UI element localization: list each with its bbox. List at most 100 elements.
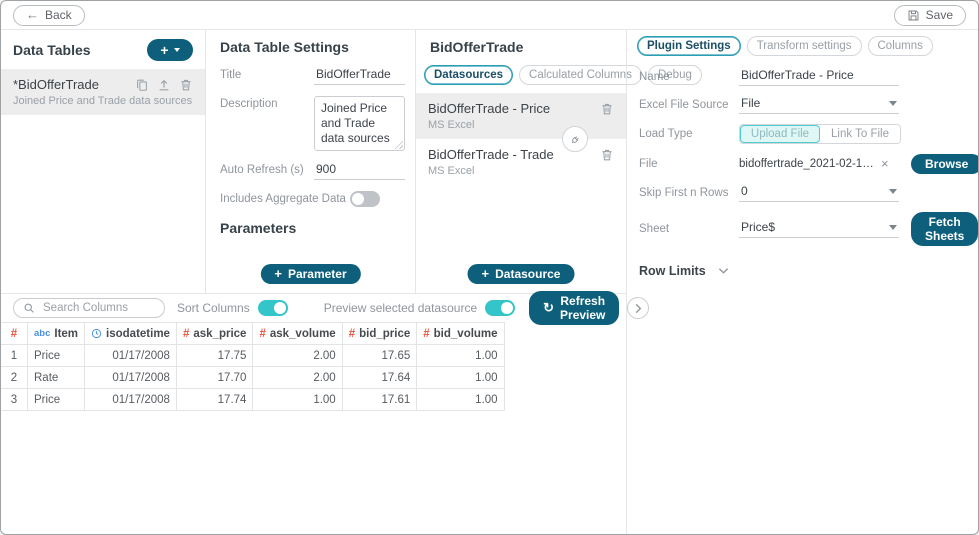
cell-isodatetime: 01/17/2008 — [84, 366, 177, 389]
data-tables-title: Data Tables — [13, 42, 91, 58]
add-parameter-button[interactable]: + Parameter — [260, 264, 361, 284]
column-header-isodatetime[interactable]: isodatetime — [84, 322, 177, 345]
add-datasource-button[interactable]: + Datasource — [467, 264, 575, 284]
sort-columns-label: Sort Columns — [177, 301, 250, 315]
datasource-name: BidOfferTrade - Price — [428, 101, 551, 116]
link-to-file-option[interactable]: Link To File — [820, 125, 900, 143]
sheet-select[interactable]: Price$ — [739, 220, 899, 238]
name-input[interactable]: BidOfferTrade - Price — [739, 68, 899, 86]
table-row: 2 Rate 01/17/2008 17.70 2.00 17.64 1.00 — [1, 366, 505, 389]
add-datasource-label: Datasource — [495, 267, 561, 281]
description-value: Joined Price and Trade data sources — [321, 101, 390, 145]
column-header-ask-price[interactable]: # ask_price — [175, 322, 254, 345]
table-row: 3 Price 01/17/2008 17.74 1.00 17.61 1.00 — [1, 388, 505, 411]
tab-calculated-columns[interactable]: Calculated Columns — [519, 65, 642, 85]
sort-columns-toggle[interactable] — [257, 300, 288, 316]
copy-icon[interactable] — [135, 78, 149, 92]
cell-bid-price: 17.61 — [341, 388, 418, 411]
add-parameter-label: Parameter — [287, 267, 347, 281]
plus-icon: + — [274, 266, 282, 281]
tab-debug[interactable]: Debug — [647, 65, 702, 85]
datasources-panel-title: BidOfferTrade — [430, 39, 524, 55]
plugin-tabs: Plugin Settings Transform settings Colum… — [637, 36, 972, 56]
text-type-icon: abc — [34, 328, 51, 339]
column-header-bid-price[interactable]: # bid_price — [341, 322, 418, 345]
caret-down-icon — [173, 48, 180, 52]
preview-table: # abc Item isodatetime — [1, 322, 505, 411]
column-header-ask-volume[interactable]: # ask_volume — [252, 322, 343, 345]
excel-file-source-select[interactable]: File — [739, 96, 899, 114]
panels-row: Data Tables + *BidOfferTrade — [1, 30, 702, 293]
cell-bid-volume: 1.00 — [416, 344, 505, 367]
datasources-panel: BidOfferTrade Datasources Calculated Col… — [416, 30, 702, 293]
datasource-item-trade[interactable]: BidOfferTrade - Trade MS Excel — [416, 139, 626, 185]
numeric-type-icon: # — [348, 327, 356, 340]
refresh-preview-button[interactable]: ↻ Refresh Preview — [529, 291, 620, 325]
cell-bid-price: 17.64 — [341, 366, 418, 389]
description-textarea[interactable]: Joined Price and Trade data sources — [314, 96, 405, 151]
preview-toolbar: Sort Columns Preview selected datasource… — [1, 291, 650, 325]
skip-rows-select[interactable]: 0 — [739, 184, 899, 202]
auto-refresh-input[interactable]: 900 — [314, 162, 405, 180]
name-field-label: Name — [639, 71, 670, 83]
caret-down-icon — [889, 224, 897, 230]
delete-icon[interactable] — [600, 102, 614, 116]
cell-bid-price: 17.65 — [341, 344, 418, 367]
back-button[interactable]: ← Back — [13, 4, 85, 26]
resize-handle[interactable] — [394, 140, 403, 149]
tab-datasources[interactable]: Datasources — [424, 65, 514, 85]
publish-icon[interactable] — [157, 78, 171, 92]
plugin-settings-panel: Plugin Settings Transform settings Colum… — [626, 30, 978, 534]
row-limits-section[interactable]: Row Limits — [639, 264, 972, 278]
expand-preview-button[interactable] — [627, 297, 650, 319]
cell-ask-price: 17.74 — [175, 388, 254, 411]
fetch-sheets-label: Fetch Sheets — [925, 215, 965, 243]
plus-icon: + — [160, 42, 169, 58]
excel-file-source-label: Excel File Source — [639, 99, 729, 111]
tab-transform-settings[interactable]: Transform settings — [746, 36, 862, 56]
fetch-sheets-button[interactable]: Fetch Sheets — [911, 212, 978, 246]
column-header-rownum[interactable]: # — [1, 322, 28, 345]
data-table-name: *BidOfferTrade — [13, 77, 99, 92]
skip-rows-label: Skip First n Rows — [639, 187, 729, 199]
preview-datasource-label: Preview selected datasource — [323, 301, 478, 315]
cell-item: Price — [26, 344, 86, 367]
cell-rownum: 1 — [1, 344, 28, 367]
join-plug-icon[interactable] — [562, 126, 588, 152]
data-tables-panel: Data Tables + *BidOfferTrade — [1, 30, 206, 293]
browse-button[interactable]: Browse — [911, 154, 978, 174]
clear-file-icon[interactable]: × — [881, 156, 889, 171]
tab-plugin-settings[interactable]: Plugin Settings — [637, 36, 741, 56]
save-button[interactable]: Save — [893, 4, 966, 26]
load-type-segmented: Upload File Link To File — [739, 124, 901, 144]
sheet-value: Price$ — [741, 220, 776, 234]
column-header-bid-volume[interactable]: # bid_volume — [416, 322, 505, 345]
delete-icon[interactable] — [600, 148, 614, 162]
excel-file-source-value: File — [741, 96, 761, 110]
cell-ask-volume: 2.00 — [252, 366, 343, 389]
settings-title: Data Table Settings — [220, 39, 349, 55]
cell-rownum: 3 — [1, 388, 28, 411]
aggregate-toggle[interactable] — [350, 191, 380, 207]
table-row: 1 Price 01/17/2008 17.75 2.00 17.65 1.00 — [1, 344, 505, 367]
auto-refresh-label: Auto Refresh (s) — [220, 164, 304, 176]
column-header-item[interactable]: abc Item — [26, 322, 86, 345]
delete-icon[interactable] — [179, 78, 193, 92]
cell-ask-price: 17.70 — [175, 366, 254, 389]
add-data-table-button[interactable]: + — [147, 39, 193, 61]
data-table-settings-panel: Data Table Settings Title BidOfferTrade … — [206, 30, 416, 293]
refresh-preview-label: Refresh Preview — [560, 294, 606, 322]
upload-file-option[interactable]: Upload File — [740, 125, 820, 143]
cell-isodatetime: 01/17/2008 — [84, 344, 177, 367]
title-input[interactable]: BidOfferTrade — [314, 67, 405, 85]
data-table-list-item[interactable]: *BidOfferTrade — [1, 69, 205, 115]
cell-ask-price: 17.75 — [175, 344, 254, 367]
cell-isodatetime: 01/17/2008 — [84, 388, 177, 411]
tab-columns[interactable]: Columns — [867, 36, 933, 56]
sheet-field-label: Sheet — [639, 223, 670, 235]
search-columns-input[interactable] — [41, 301, 155, 315]
datasource-item-price[interactable]: BidOfferTrade - Price MS Excel — [416, 93, 626, 139]
datasource-type: MS Excel — [428, 119, 475, 131]
preview-datasource-toggle[interactable] — [485, 300, 516, 316]
